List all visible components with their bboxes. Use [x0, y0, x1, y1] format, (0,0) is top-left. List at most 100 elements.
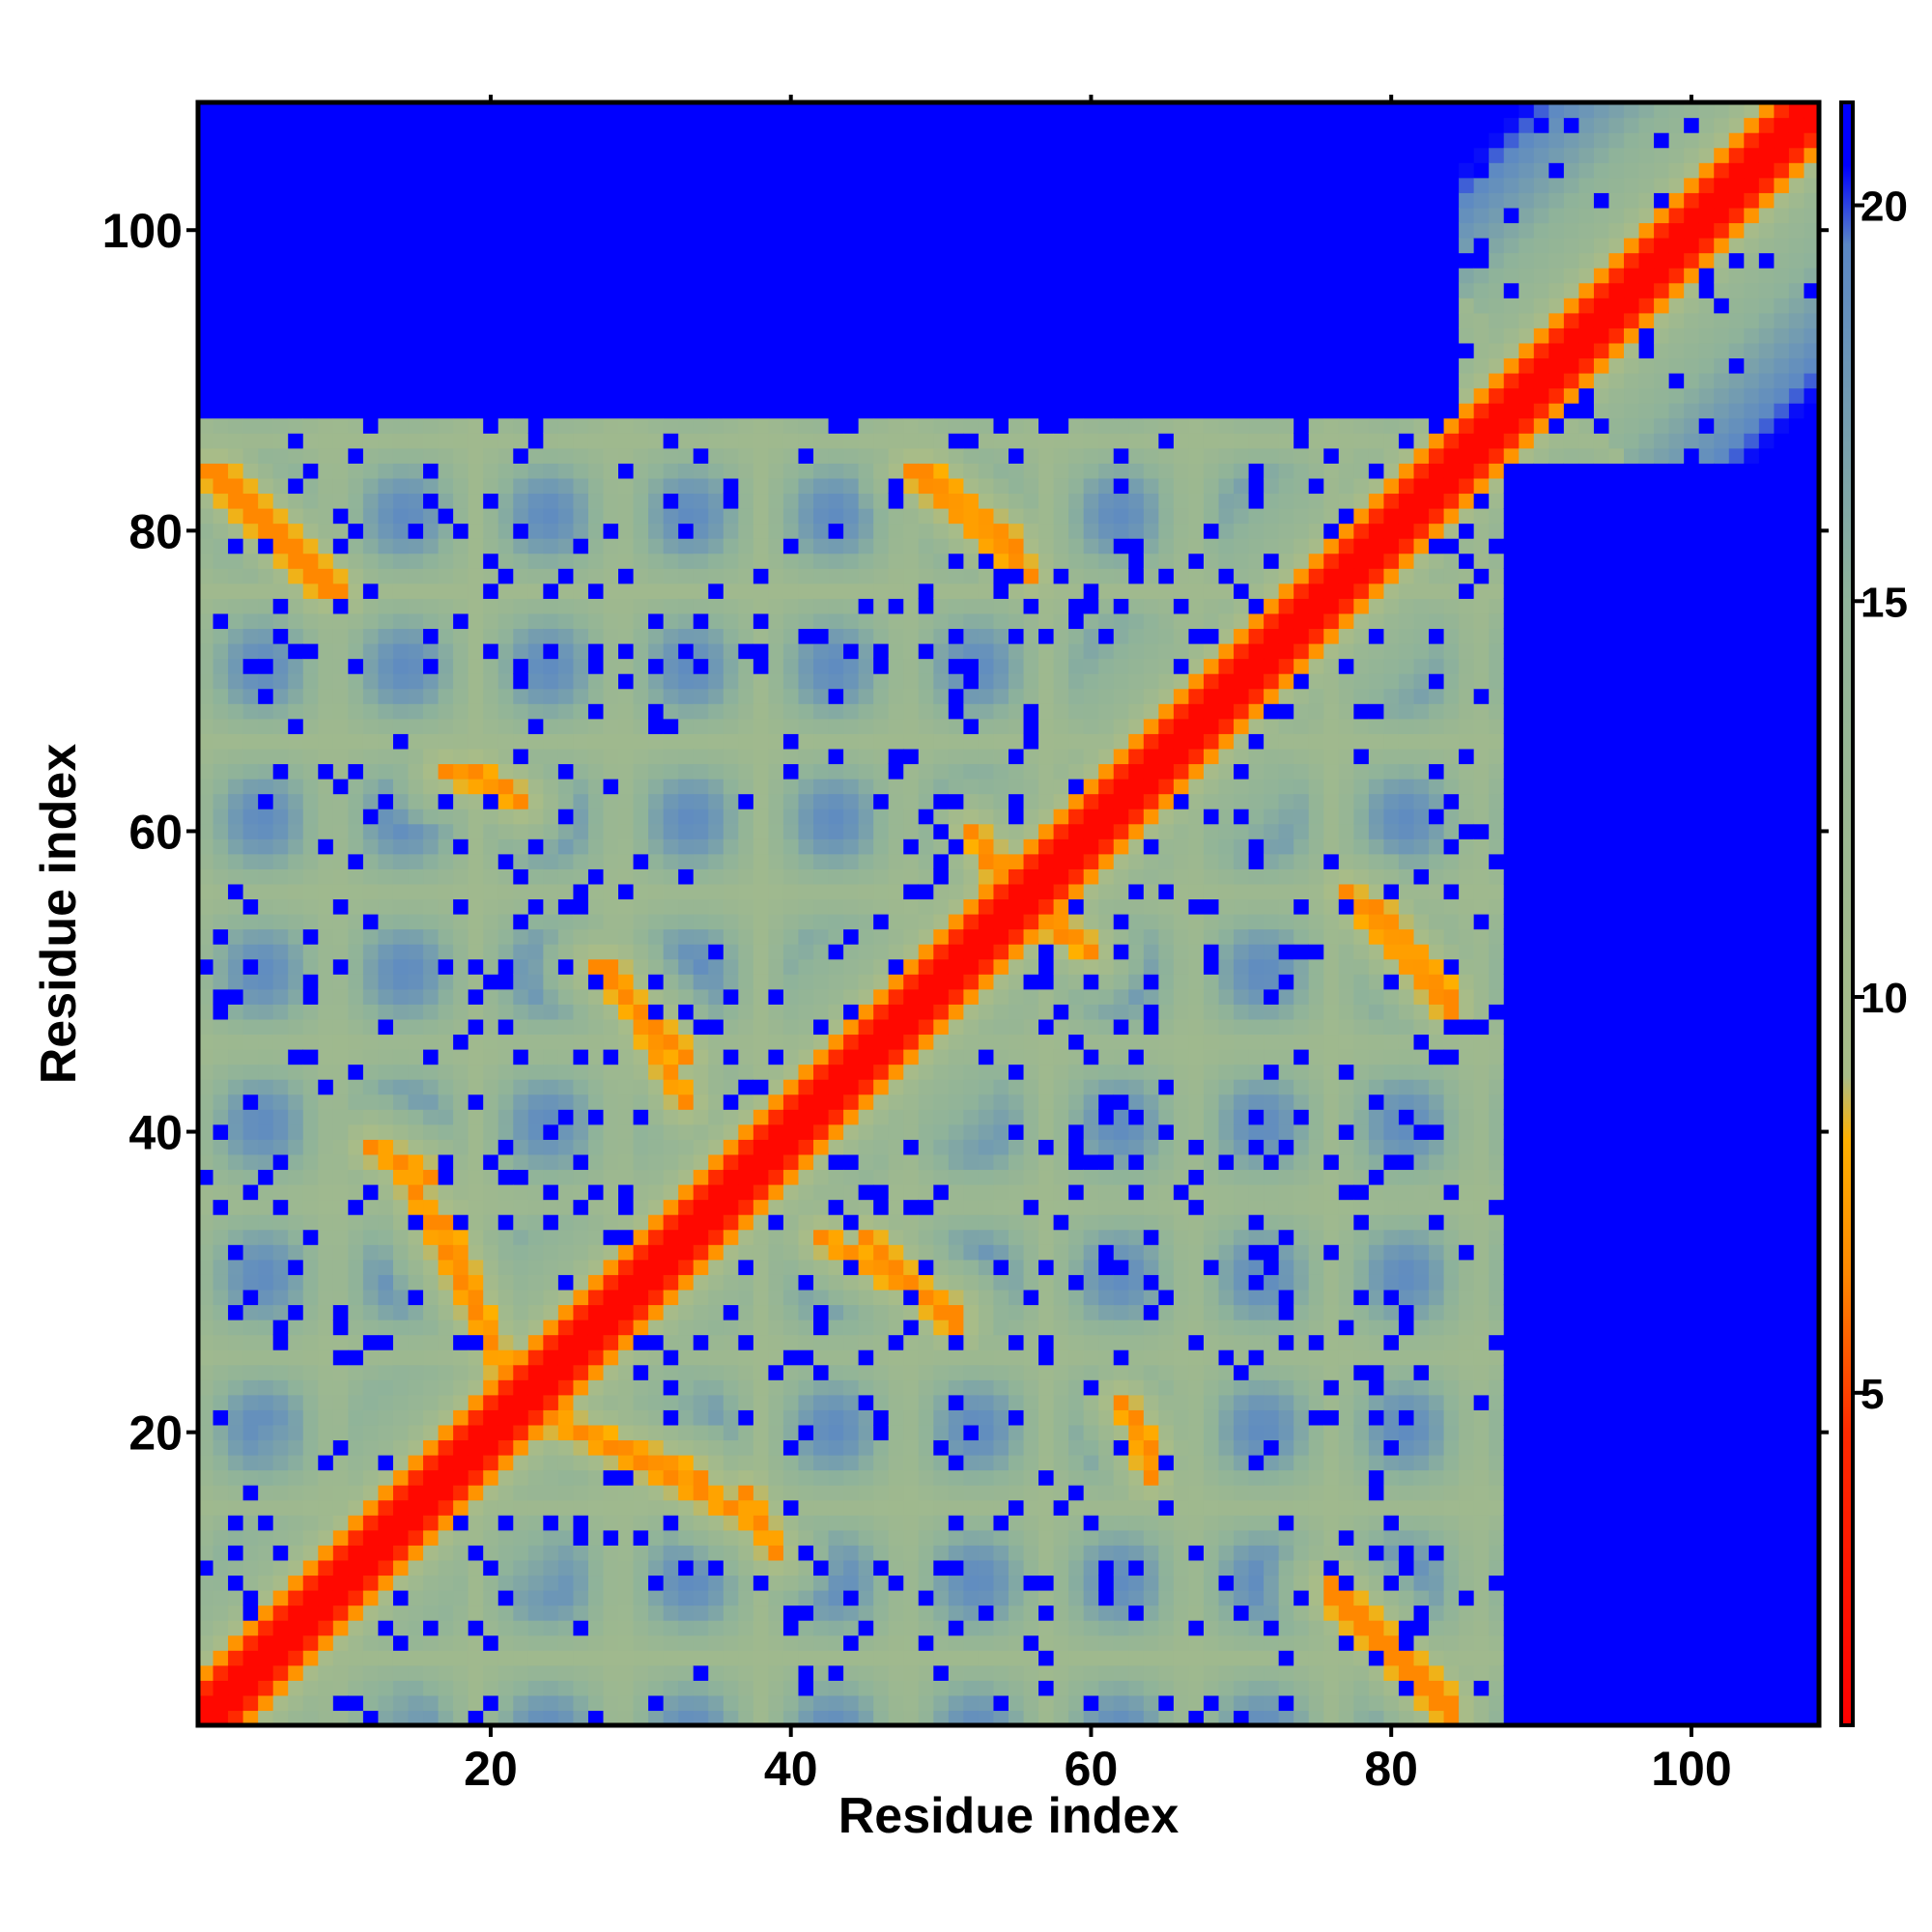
- heatmap-cell: [648, 1064, 665, 1080]
- heatmap-cell: [648, 238, 665, 254]
- heatmap-cell: [798, 1575, 814, 1591]
- heatmap-cell: [753, 1334, 770, 1350]
- heatmap-cell: [468, 612, 484, 630]
- heatmap-cell: [663, 1214, 679, 1231]
- heatmap-cell: [738, 1244, 754, 1261]
- heatmap-cell: [318, 1634, 334, 1651]
- heatmap-cell: [813, 1184, 830, 1201]
- heatmap-cell: [408, 102, 424, 119]
- heatmap-cell: [813, 779, 830, 795]
- heatmap-cell: [708, 838, 724, 855]
- heatmap-cell: [738, 703, 754, 720]
- heatmap-cell: [362, 958, 380, 975]
- heatmap-cell: [723, 793, 739, 810]
- heatmap-cell: [228, 387, 244, 404]
- heatmap-cell: [782, 1469, 800, 1486]
- heatmap-cell: [843, 1139, 860, 1155]
- heatmap-cell: [738, 1545, 754, 1561]
- heatmap-cell: [288, 928, 304, 945]
- heatmap-cell: [423, 1424, 440, 1441]
- heatmap-cell: [288, 523, 304, 539]
- heatmap-cell: [242, 1590, 259, 1606]
- heatmap-cell: [693, 342, 709, 359]
- heatmap-cell: [798, 508, 814, 525]
- heatmap-cell: [738, 342, 754, 359]
- heatmap-cell: [753, 1515, 770, 1531]
- heatmap-cell: [858, 417, 874, 434]
- heatmap-cell: [573, 538, 589, 554]
- heatmap-cell: [453, 1049, 469, 1065]
- heatmap-cell: [828, 598, 844, 614]
- heatmap-cell: [468, 628, 484, 644]
- heatmap-cell: [468, 312, 484, 328]
- heatmap-cell: [782, 898, 800, 915]
- heatmap-cell: [392, 1485, 410, 1501]
- heatmap-cell: [483, 1499, 499, 1516]
- heatmap-cell: [648, 1169, 665, 1185]
- heatmap-cell: [213, 1469, 229, 1486]
- heatmap-cell: [288, 1485, 304, 1501]
- heatmap-cell: [753, 1424, 770, 1441]
- heatmap-cell: [708, 1034, 724, 1050]
- heatmap-cell: [843, 1094, 860, 1110]
- heatmap-cell: [693, 1169, 709, 1185]
- heatmap-cell: [332, 357, 349, 374]
- heatmap-cell: [828, 147, 844, 163]
- heatmap-cell: [768, 883, 784, 900]
- heatmap-cell: [362, 703, 380, 720]
- heatmap-cell: [362, 1485, 380, 1501]
- heatmap-cell: [648, 342, 665, 359]
- heatmap-cell: [302, 974, 319, 990]
- heatmap-cell: [378, 958, 394, 975]
- heatmap-cell: [798, 1184, 814, 1201]
- heatmap-cell: [603, 1320, 619, 1336]
- heatmap-cell: [708, 1424, 724, 1441]
- heatmap-cell: [288, 1499, 304, 1516]
- heatmap-cell: [408, 117, 424, 133]
- heatmap-cell: [663, 1575, 679, 1591]
- heatmap-cell: [828, 298, 844, 314]
- heatmap-cell: [198, 568, 214, 584]
- heatmap-cell: [813, 222, 830, 239]
- heatmap-cell: [318, 493, 334, 509]
- heatmap-cell: [453, 958, 469, 975]
- heatmap-cell: [798, 1320, 814, 1336]
- heatmap-cell: [483, 1274, 499, 1291]
- heatmap-cell: [513, 974, 529, 990]
- heatmap-cell: [348, 1304, 364, 1321]
- heatmap-cell: [198, 1379, 214, 1396]
- heatmap-cell: [392, 1289, 410, 1306]
- heatmap-cell: [453, 703, 469, 720]
- heatmap-cell: [543, 1575, 559, 1591]
- heatmap-cell: [453, 1634, 469, 1651]
- heatmap-cell: [378, 553, 394, 569]
- heatmap-cell: [678, 1710, 695, 1726]
- heatmap-cell: [242, 1379, 259, 1396]
- heatmap-cell: [738, 463, 754, 479]
- heatmap-cell: [828, 117, 844, 133]
- heatmap-cell: [527, 1545, 544, 1561]
- heatmap-cell: [483, 222, 499, 239]
- heatmap-cell: [348, 763, 364, 780]
- heatmap-cell: [708, 958, 724, 975]
- heatmap-cell: [408, 1439, 424, 1456]
- heatmap-cell: [272, 598, 289, 614]
- heatmap-cell: [858, 1650, 874, 1666]
- heatmap-cell: [332, 628, 349, 644]
- heatmap-cell: [768, 1424, 784, 1441]
- heatmap-cell: [392, 1004, 410, 1020]
- heatmap-cell: [497, 1694, 514, 1712]
- heatmap-cell: [573, 433, 589, 449]
- heatmap-cell: [828, 1409, 844, 1426]
- heatmap-cell: [423, 357, 440, 374]
- heatmap-cell: [288, 357, 304, 374]
- heatmap-cell: [438, 342, 454, 359]
- heatmap-cell: [332, 1710, 349, 1726]
- heatmap-cell: [753, 238, 770, 254]
- heatmap-cell: [527, 1455, 544, 1471]
- heatmap-cell: [603, 1499, 619, 1516]
- heatmap-cell: [497, 1439, 514, 1456]
- heatmap-cell: [527, 207, 544, 224]
- heatmap-cell: [753, 809, 770, 825]
- heatmap-cell: [362, 643, 380, 660]
